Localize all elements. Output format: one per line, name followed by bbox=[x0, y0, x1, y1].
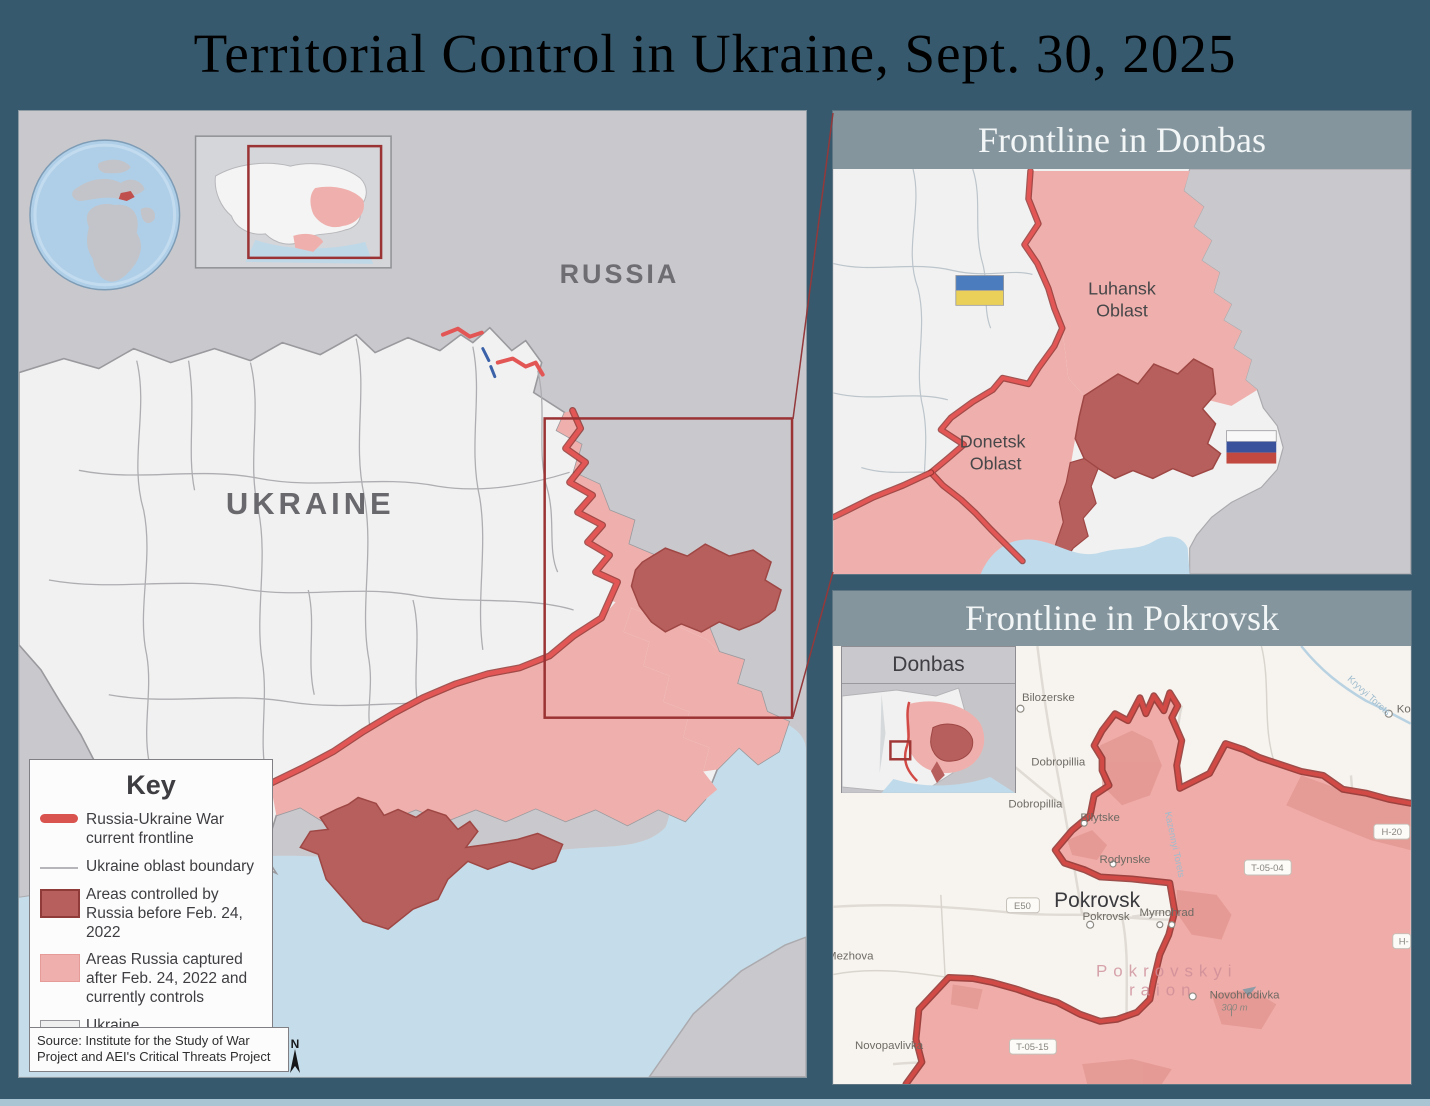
town-novopavlivka: Novopavlivka bbox=[855, 1040, 924, 1052]
mini-donbas-locator: Donbas bbox=[841, 646, 1016, 793]
map-key: Key Russia-Ukraine War current frontline… bbox=[29, 759, 273, 1069]
source-attribution: Source: Institute for the Study of War P… bbox=[29, 1027, 289, 1072]
town-pokrovsk-major: Pokrovsk bbox=[1054, 889, 1140, 912]
town-mezhova: Mezhova bbox=[833, 951, 874, 963]
town-bilozerske: Bilozerske bbox=[1022, 692, 1075, 704]
town-dobropillia-n: Dobropillia bbox=[1031, 756, 1086, 768]
north-arrow: N bbox=[287, 1037, 303, 1080]
donbas-sea bbox=[980, 536, 1190, 574]
town-kostiantynivka: Kost bbox=[1397, 704, 1411, 716]
donbas-frontline bbox=[830, 167, 1066, 565]
pokrovsk-frontline bbox=[902, 689, 1411, 1084]
scale-label: 300 m bbox=[1221, 1002, 1247, 1013]
bottom-accent-strip bbox=[0, 1099, 1430, 1106]
north-label: N bbox=[290, 1037, 300, 1051]
donetsk-oblast-label-1: Donetsk bbox=[960, 432, 1026, 452]
luhansk-oblast-label-2: Oblast bbox=[1096, 300, 1148, 320]
road-h-clipped: H- bbox=[1399, 937, 1409, 948]
donbas-map: Luhansk Oblast Donetsk Oblast bbox=[830, 167, 1412, 575]
page-title: Territorial Control in Ukraine, Sept. 30… bbox=[193, 23, 1237, 84]
donbas-luhansk-captured bbox=[1024, 170, 1258, 408]
krasnodar-land bbox=[648, 936, 806, 1077]
ukraine-overview-locator bbox=[194, 135, 392, 269]
overview-extent-rect bbox=[247, 144, 383, 260]
donbas-inset-panel: Frontline in Donbas bbox=[830, 110, 1412, 575]
town-novohrodivka: Novohrodivka bbox=[1210, 989, 1281, 1001]
donetsk-core bbox=[630, 543, 782, 633]
main-map: RUSSIA UKRAINE bbox=[19, 111, 806, 1077]
main-map-panel: RUSSIA UKRAINE bbox=[18, 110, 807, 1078]
road-e50: E50 bbox=[1014, 901, 1031, 912]
luhansk-oblast-label-1: Luhansk bbox=[1088, 278, 1156, 298]
town-markers bbox=[1016, 704, 1393, 1001]
town-labels: Bilozerske Dobropillia Dobropillia Bilyt… bbox=[833, 692, 1411, 1052]
mini-donbas-label: Donbas bbox=[842, 647, 1015, 684]
town-rodynske: Rodynske bbox=[1100, 854, 1151, 866]
raion-watermark-2: raion bbox=[1129, 980, 1196, 999]
key-item-frontline: Russia-Ukraine War current frontline bbox=[40, 811, 262, 849]
ukraine-flag-icon bbox=[955, 275, 1004, 306]
crimea bbox=[299, 796, 564, 930]
donbas-highlight-rect bbox=[543, 417, 794, 719]
globe-locator-icon bbox=[29, 139, 181, 291]
russia-label: RUSSIA bbox=[560, 259, 680, 289]
key-item-pre2022: Areas controlled by Russia before Feb. 2… bbox=[40, 886, 262, 943]
globe-ukraine-highlight bbox=[118, 191, 135, 201]
kryvyi-torets-river bbox=[1300, 646, 1411, 725]
road-t0504: T-05-04 bbox=[1251, 863, 1284, 874]
town-bilytske: Bilytske bbox=[1080, 812, 1119, 824]
russia-flag-icon bbox=[1226, 430, 1277, 464]
raion-watermark-1: Pokrovskyi bbox=[1096, 961, 1237, 980]
ukraine-label: UKRAINE bbox=[226, 486, 395, 521]
town-pokrovsk-minor: Pokrovsk bbox=[1083, 911, 1130, 923]
pokrovsk-captured-area bbox=[905, 692, 1411, 1084]
town-myrnohrad: Myrnohrad bbox=[1139, 907, 1194, 919]
boundary-swatch-icon bbox=[40, 858, 86, 870]
road-t0515: T-05-15 bbox=[1016, 1042, 1049, 1053]
captured-swatch-icon bbox=[40, 951, 86, 983]
key-item-captured: Areas Russia captured after Feb. 24, 202… bbox=[40, 951, 262, 1008]
direction-pointer-icon bbox=[1242, 986, 1257, 997]
pre2022-areas bbox=[299, 543, 782, 930]
pokrovsk-inset-title: Frontline in Pokrovsk bbox=[833, 591, 1411, 646]
pokrovsk-inset-panel: Frontline in Pokrovsk bbox=[832, 590, 1412, 1085]
pre2022-swatch-icon bbox=[40, 886, 86, 918]
road-shields: E50 T-05-04 T-05-15 H-20 H- bbox=[1006, 823, 1411, 1055]
north-arrow-icon bbox=[290, 1049, 300, 1073]
mini-extent-rect bbox=[889, 740, 912, 761]
pokrovsk-map: Pokrovskyi raion Kryvyi Torets bbox=[833, 646, 1411, 1084]
donbas-inset-title: Frontline in Donbas bbox=[833, 111, 1411, 169]
key-title: Key bbox=[126, 770, 176, 800]
road-h20: H-20 bbox=[1382, 827, 1402, 838]
mini-donbas-map bbox=[841, 684, 1015, 793]
donetsk-oblast-label-2: Oblast bbox=[970, 454, 1022, 474]
frontline-swatch-icon bbox=[40, 811, 86, 823]
key-item-oblast-boundary: Ukraine oblast boundary bbox=[40, 858, 262, 877]
town-dobropillia-s: Dobropillia bbox=[1008, 798, 1063, 810]
frontline bbox=[266, 326, 621, 788]
